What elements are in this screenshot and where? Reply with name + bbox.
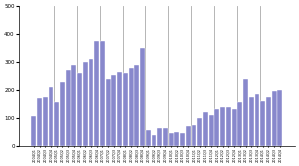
Bar <box>54 102 59 146</box>
Bar <box>209 115 213 146</box>
Bar <box>37 98 42 146</box>
Bar <box>220 107 225 146</box>
Bar <box>272 91 277 146</box>
Bar <box>169 133 174 146</box>
Bar <box>226 107 231 146</box>
Bar <box>43 97 48 146</box>
Bar <box>237 102 242 146</box>
Bar <box>123 73 128 146</box>
Bar <box>186 126 191 146</box>
Bar <box>129 68 134 146</box>
Bar <box>117 72 122 146</box>
Bar <box>77 73 82 146</box>
Bar <box>60 82 65 146</box>
Bar <box>83 62 88 146</box>
Bar <box>112 75 116 146</box>
Bar <box>197 118 202 146</box>
Bar <box>214 109 219 146</box>
Bar <box>140 48 145 146</box>
Bar <box>100 41 105 146</box>
Bar <box>94 41 99 146</box>
Bar <box>277 90 282 146</box>
Bar <box>71 65 76 146</box>
Bar <box>174 132 179 146</box>
Bar <box>31 116 36 146</box>
Bar <box>192 125 196 146</box>
Bar <box>232 109 237 146</box>
Bar <box>180 133 185 146</box>
Bar <box>260 101 265 146</box>
Bar <box>89 59 94 146</box>
Bar <box>146 130 151 146</box>
Bar <box>106 79 111 146</box>
Bar <box>243 79 248 146</box>
Bar <box>152 135 156 146</box>
Bar <box>266 97 271 146</box>
Bar <box>203 112 208 146</box>
Bar <box>254 94 260 146</box>
Bar <box>249 97 254 146</box>
Bar <box>48 87 54 146</box>
Bar <box>134 65 139 146</box>
Bar <box>66 70 71 146</box>
Bar <box>157 128 162 146</box>
Bar <box>163 128 168 146</box>
